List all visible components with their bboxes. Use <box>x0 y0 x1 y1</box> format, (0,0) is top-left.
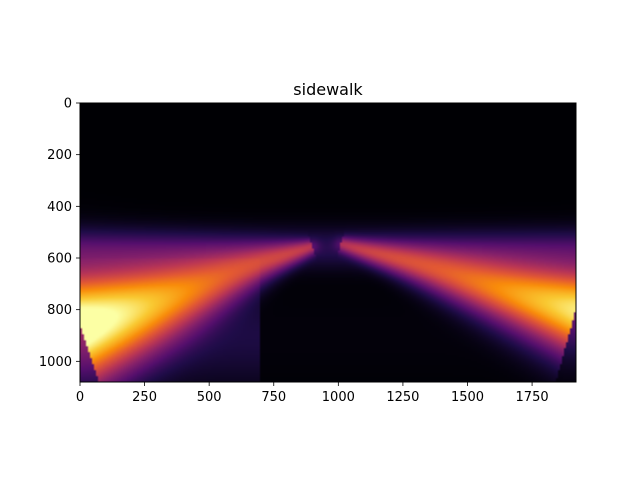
y-tick-label: 800 <box>47 303 72 318</box>
x-tick-label: 1000 <box>322 390 355 405</box>
y-tick-label: 200 <box>47 148 72 163</box>
x-tick-label: 0 <box>76 390 84 405</box>
x-tick-label: 1250 <box>386 390 419 405</box>
x-axis: 0 250 500 750 1000 1250 1500 1750 <box>76 382 549 405</box>
chart-title: sidewalk <box>293 80 363 99</box>
plot-frame <box>79 102 577 383</box>
y-tick-label: 400 <box>47 200 72 215</box>
x-tick-label: 1750 <box>516 390 549 405</box>
y-axis: 0 200 400 600 800 1000 <box>39 97 80 370</box>
y-tick-label: 600 <box>47 252 72 267</box>
x-tick-label: 250 <box>132 390 157 405</box>
y-tick-label: 0 <box>64 97 72 112</box>
x-tick-label: 1500 <box>451 390 484 405</box>
y-tick-label: 1000 <box>39 355 72 370</box>
x-tick-label: 750 <box>261 390 286 405</box>
heatmap-image <box>80 103 576 382</box>
plot-area <box>79 102 577 383</box>
x-tick-label: 500 <box>197 390 222 405</box>
